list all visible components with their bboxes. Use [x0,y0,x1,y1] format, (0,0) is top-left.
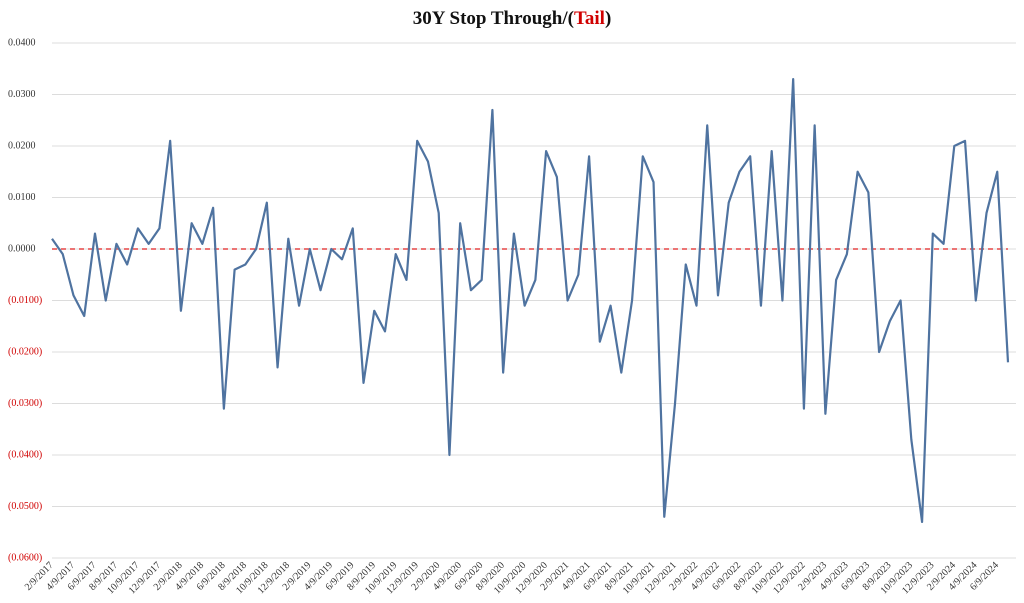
y-tick-label: 0.0300 [8,89,36,100]
title-part: 30Y Stop Through/( [413,8,574,29]
y-tick-label: 0.0200 [8,140,36,151]
chart-title: 30Y Stop Through/(Tail) [413,8,612,29]
y-tick-label: 0.0000 [8,243,36,254]
y-tick-label: (0.0200) [8,346,42,357]
title-highlight: Tail [574,8,605,29]
title-part: ) [605,8,611,29]
y-tick-label: (0.0400) [8,449,42,460]
y-tick-label: (0.0500) [8,501,42,512]
y-tick-label: (0.0600) [8,552,42,563]
y-tick-label: (0.0300) [8,398,42,409]
y-tick-label: (0.0100) [8,295,42,306]
y-tick-label: 0.0100 [8,192,36,203]
y-tick-label: 0.0400 [8,37,36,48]
data-line [51,77,1010,524]
